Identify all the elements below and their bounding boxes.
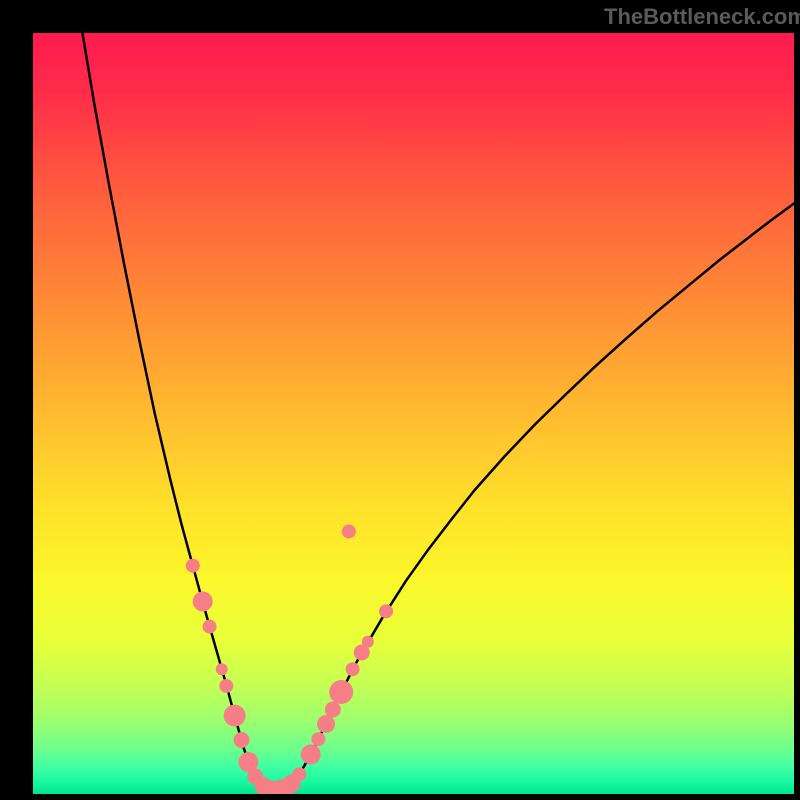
- chart-container: TheBottleneck.com: [0, 0, 800, 800]
- data-marker: [325, 702, 341, 718]
- data-marker: [216, 663, 228, 675]
- data-marker: [219, 679, 233, 693]
- data-marker: [311, 732, 325, 746]
- data-marker: [203, 620, 217, 634]
- data-marker: [379, 604, 393, 618]
- data-marker: [234, 732, 250, 748]
- data-marker: [224, 705, 246, 727]
- data-marker: [346, 662, 360, 676]
- data-marker: [342, 524, 356, 538]
- data-marker: [301, 744, 321, 764]
- watermark-text: TheBottleneck.com: [604, 4, 800, 30]
- data-marker: [186, 559, 200, 573]
- data-marker: [362, 636, 374, 648]
- data-marker: [317, 715, 335, 733]
- plot-area: [33, 33, 794, 794]
- chart-svg: [33, 33, 794, 794]
- data-marker: [329, 680, 353, 704]
- data-marker: [292, 767, 306, 781]
- data-marker: [193, 591, 213, 611]
- gradient-bg: [33, 33, 794, 794]
